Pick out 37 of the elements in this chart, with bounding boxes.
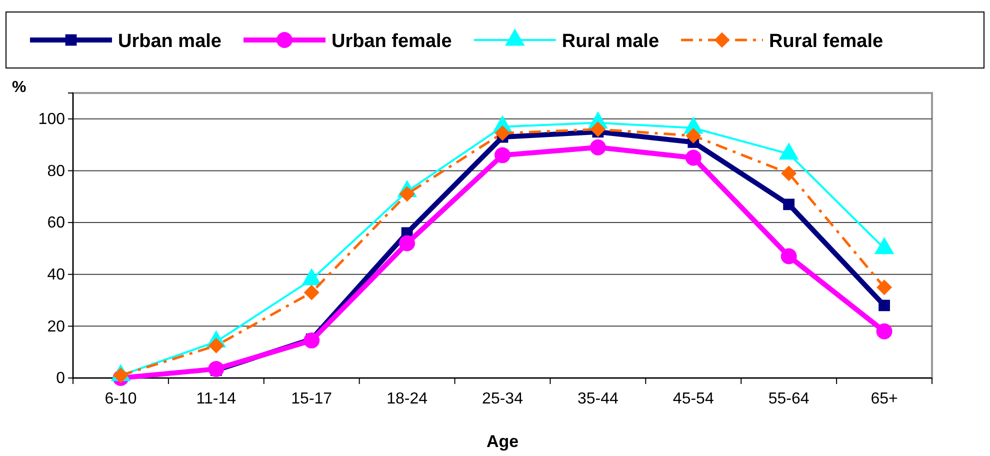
point [780, 248, 797, 264]
x-tick-label: 45-54 [672, 390, 714, 408]
y-tick-label: 20 [47, 318, 66, 336]
point [590, 122, 606, 138]
point [590, 139, 606, 156]
point [494, 125, 510, 141]
x-tick-label: 35-44 [577, 390, 619, 408]
y-tick-label: 80 [47, 162, 66, 180]
x-tick-label: 15-17 [291, 390, 332, 408]
point [878, 300, 890, 312]
legend-label: Rural female [769, 31, 884, 52]
y-axis-title: % [12, 79, 26, 96]
point [876, 280, 892, 296]
legend-label: Urban female [331, 31, 452, 52]
y-tick-label: 0 [56, 370, 66, 388]
legend-label: Urban male [118, 31, 222, 52]
point [685, 150, 702, 166]
y-tick-label: 100 [38, 111, 66, 128]
point [208, 360, 224, 377]
point [781, 166, 797, 182]
y-tick-label: 60 [47, 214, 66, 232]
x-tick-label: 55-64 [768, 390, 810, 408]
point [399, 235, 416, 252]
point [494, 147, 510, 164]
x-tick-label: 18-24 [386, 390, 428, 408]
point [876, 323, 892, 340]
x-tick-label: 25-34 [482, 390, 524, 408]
x-tick-label: 11-14 [196, 390, 236, 408]
point [304, 332, 320, 348]
x-tick-label: 65+ [870, 390, 898, 408]
y-tick-label: 40 [47, 266, 66, 284]
point [686, 128, 702, 144]
point [783, 198, 795, 210]
point [304, 284, 320, 300]
legend-label: Rural male [562, 31, 660, 52]
x-tick-label: 6-10 [104, 390, 137, 408]
x-axis-title: Age [486, 432, 519, 451]
